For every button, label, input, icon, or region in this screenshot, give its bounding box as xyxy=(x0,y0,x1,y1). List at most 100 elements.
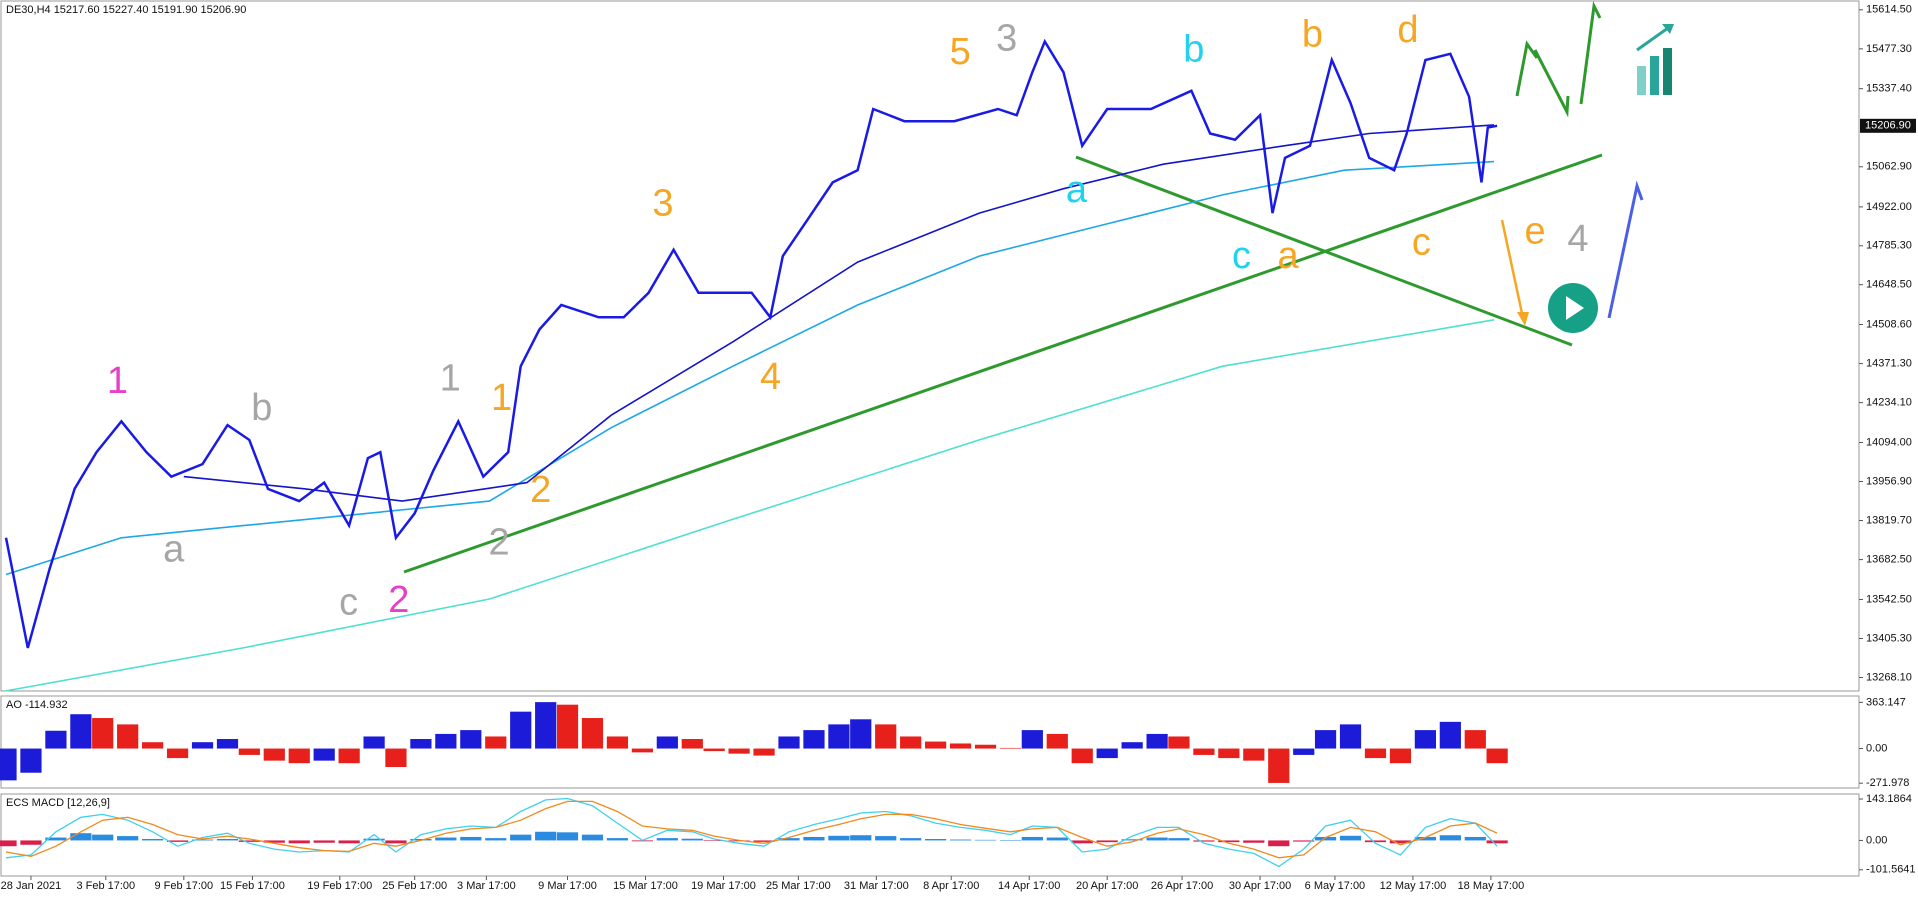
histogram-bar xyxy=(1146,733,1168,749)
histogram-bar xyxy=(1243,840,1265,843)
histogram-bar xyxy=(20,840,42,845)
histogram-bar xyxy=(949,743,972,749)
y-tick-label: 15337.40 xyxy=(1866,83,1912,95)
y-tick-label: 14785.30 xyxy=(1866,240,1912,252)
x-tick-label: 31 Mar 17:00 xyxy=(844,880,909,892)
histogram-bar xyxy=(1293,748,1315,755)
histogram-bar xyxy=(1071,840,1093,844)
logo-bar xyxy=(1650,56,1659,95)
arrow xyxy=(1515,40,1539,97)
histogram-bar xyxy=(166,840,189,842)
y-tick-label: 14094.00 xyxy=(1866,436,1912,448)
histogram-bar xyxy=(70,714,92,749)
y-tick-label: 15477.30 xyxy=(1866,43,1912,55)
y-tick-label: 13819.70 xyxy=(1866,514,1912,526)
histogram-bar xyxy=(216,838,239,841)
histogram-bar xyxy=(1389,748,1412,764)
histogram-bar xyxy=(1096,748,1118,759)
histogram-bar xyxy=(1146,837,1168,841)
histogram-bar xyxy=(875,836,897,841)
histogram-bar xyxy=(1046,733,1068,749)
histogram-bar xyxy=(1486,748,1508,764)
histogram-bar xyxy=(535,702,557,749)
histogram-bar xyxy=(703,840,725,842)
histogram-bar xyxy=(999,747,1022,749)
y-tick-label: 13268.10 xyxy=(1866,671,1912,683)
arrow xyxy=(1607,180,1644,319)
y-tick-label: 363.147 xyxy=(1866,696,1906,708)
histogram-bar xyxy=(581,834,604,841)
histogram-bar xyxy=(949,839,972,841)
arrow xyxy=(1500,219,1525,319)
histogram-bar xyxy=(875,724,897,749)
panel-frame xyxy=(0,695,1860,789)
series-line xyxy=(5,797,1498,868)
histogram-bar xyxy=(850,835,872,841)
histogram-bar xyxy=(1193,840,1215,842)
panel-frame xyxy=(0,0,1860,692)
histogram-bar xyxy=(1314,730,1337,749)
histogram-bar xyxy=(288,748,310,764)
histogram-bar xyxy=(1339,835,1362,841)
x-tick-label: 15 Feb 17:00 xyxy=(220,880,285,892)
x-tick-label: 19 Mar 17:00 xyxy=(691,880,756,892)
arrow xyxy=(1579,0,1602,105)
histogram-bar xyxy=(1314,836,1337,841)
histogram-bar xyxy=(0,840,17,847)
y-tick-label: -101.5641 xyxy=(1866,864,1916,876)
x-tick-label: 3 Mar 17:00 xyxy=(457,880,516,892)
histogram-bar xyxy=(1121,839,1143,841)
histogram-bar xyxy=(485,838,507,841)
wave-label: 4 xyxy=(760,356,781,398)
logo-arrow-head xyxy=(1662,24,1674,34)
panel-title: DE30,H4 15217.60 15227.40 15191.90 15206… xyxy=(6,4,246,16)
x-tick-label: 15 Mar 17:00 xyxy=(613,880,678,892)
y-tick-label: 13405.30 xyxy=(1866,632,1912,644)
histogram-bar xyxy=(535,831,557,841)
histogram-bar xyxy=(385,748,407,768)
histogram-bar xyxy=(263,840,285,843)
histogram-bar xyxy=(778,838,800,841)
histogram-bar xyxy=(410,739,432,749)
wave-label: 2 xyxy=(488,521,509,563)
histogram-bar xyxy=(778,736,800,749)
histogram-bar xyxy=(925,741,947,749)
histogram-bar xyxy=(1389,840,1412,844)
histogram-bar xyxy=(1121,742,1143,749)
histogram-bar xyxy=(828,724,850,749)
histogram-bar xyxy=(1046,837,1068,841)
histogram-bar xyxy=(1364,748,1387,759)
y-tick-label: 14922.00 xyxy=(1866,201,1912,213)
wave-label: a xyxy=(163,529,185,571)
series-line xyxy=(183,124,1495,502)
histogram-bar xyxy=(925,838,947,841)
x-tick-label: 20 Apr 17:00 xyxy=(1076,880,1138,892)
histogram-bar xyxy=(1268,748,1290,783)
histogram-bar xyxy=(70,833,92,841)
wave-label: c xyxy=(1412,222,1431,264)
wave-label: b xyxy=(1302,14,1323,56)
histogram-bar xyxy=(1439,721,1461,749)
y-tick-label: 14234.10 xyxy=(1866,397,1912,409)
histogram-bar xyxy=(1439,835,1461,841)
histogram-bar xyxy=(556,704,579,749)
series-line xyxy=(5,800,1498,859)
y-tick-label: 15614.50 xyxy=(1866,4,1912,16)
wave-label: 1 xyxy=(491,377,512,419)
y-tick-label: 15062.90 xyxy=(1866,161,1912,173)
wave-label: b xyxy=(1183,28,1204,70)
y-tick-label: 0.00 xyxy=(1866,834,1887,846)
wave-label: e xyxy=(1525,211,1546,253)
x-tick-label: 3 Feb 17:00 xyxy=(76,880,135,892)
histogram-bar xyxy=(142,742,164,749)
histogram-bar xyxy=(656,736,678,749)
y-tick-label: 13542.50 xyxy=(1866,593,1912,605)
histogram-bar xyxy=(238,840,260,842)
x-tick-label: 12 May 17:00 xyxy=(1380,880,1447,892)
histogram-bar xyxy=(363,838,385,841)
trend-line xyxy=(1075,155,1573,347)
histogram-bar xyxy=(191,742,214,749)
wave-label: 3 xyxy=(652,183,673,225)
x-tick-label: 26 Apr 17:00 xyxy=(1151,880,1213,892)
